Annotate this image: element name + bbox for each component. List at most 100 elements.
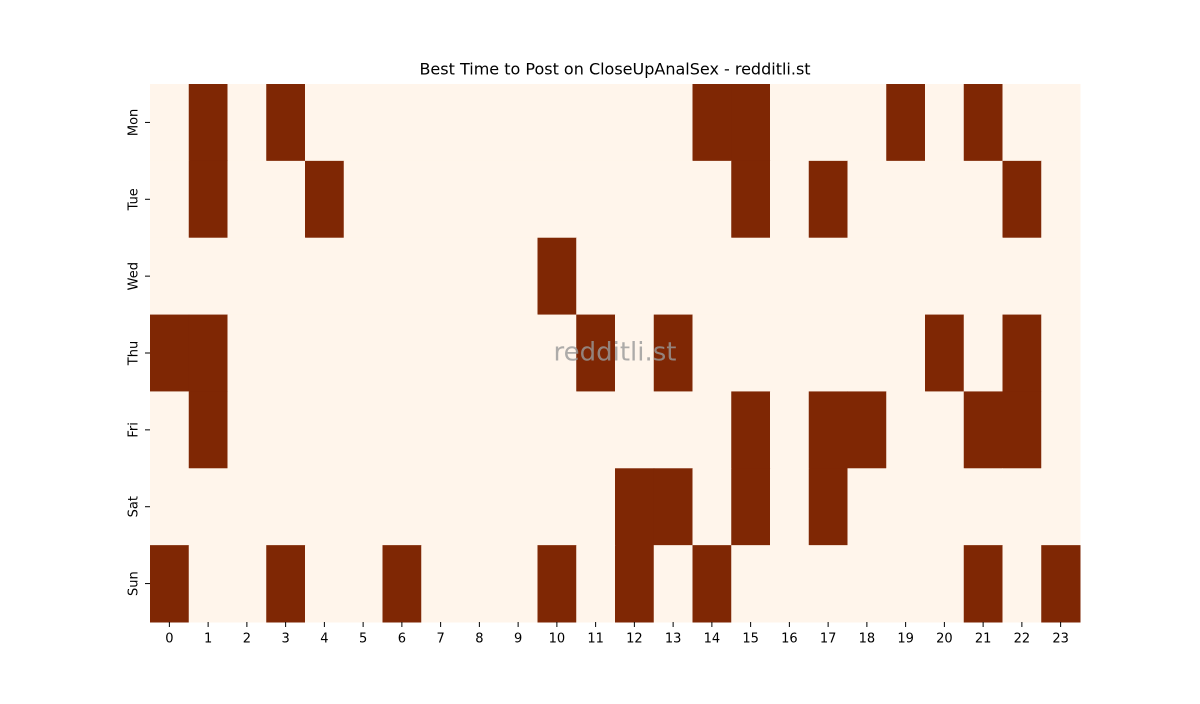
heatmap-cell <box>808 391 848 469</box>
heatmap-cell <box>188 468 228 546</box>
heatmap-cell <box>615 160 655 239</box>
heatmap-cell <box>305 468 345 546</box>
heatmap-cell <box>460 160 500 239</box>
heatmap-cell <box>925 237 965 316</box>
x-tick-label: 21 <box>975 632 992 647</box>
x-tick-label: 17 <box>820 632 837 647</box>
x-tick-label: 10 <box>549 632 566 647</box>
y-tick-label: Mon <box>127 109 142 136</box>
heatmap-cell <box>1041 391 1081 469</box>
heatmap-cell <box>1041 237 1081 316</box>
heatmap-cell <box>1002 391 1042 469</box>
x-tick-label: 22 <box>1014 632 1031 647</box>
heatmap-cell <box>886 237 926 316</box>
heatmap-cell <box>886 545 926 623</box>
heatmap-cell <box>460 468 500 546</box>
heatmap-cell <box>576 237 616 316</box>
x-tick-label: 20 <box>936 632 953 647</box>
heatmap-cell <box>266 391 306 469</box>
heatmap-cell <box>227 84 267 162</box>
heatmap-cell <box>266 237 306 316</box>
heatmap-cell <box>576 160 616 239</box>
heatmap-cell <box>188 160 228 239</box>
heatmap-cell <box>963 391 1003 469</box>
heatmap-cell <box>382 160 422 239</box>
heatmap-cell <box>343 391 383 469</box>
heatmap-cell <box>498 84 538 162</box>
heatmap-cell <box>808 545 848 623</box>
heatmap-cell <box>227 314 267 392</box>
heatmap-cell <box>460 545 500 623</box>
heatmap-cell <box>615 314 655 392</box>
heatmap-cell <box>1002 160 1042 239</box>
heatmap-cell <box>150 160 190 239</box>
y-tick-label: Fri <box>127 422 142 438</box>
heatmap-cell <box>421 391 461 469</box>
heatmap-cell <box>692 84 732 162</box>
heatmap-cell <box>421 160 461 239</box>
heatmap-cell <box>460 314 500 392</box>
watermark: redditli.st <box>554 338 677 368</box>
heatmap-cell <box>847 314 887 392</box>
heatmap-cell <box>382 545 422 623</box>
heatmap-cell <box>305 391 345 469</box>
heatmap-cell <box>576 84 616 162</box>
heatmap-cell <box>692 391 732 469</box>
x-tick-label: 15 <box>742 632 759 647</box>
heatmap-cell <box>576 391 616 469</box>
heatmap-cell <box>770 160 810 239</box>
heatmap-cell <box>770 237 810 316</box>
heatmap-cell <box>305 545 345 623</box>
x-tick-label: 19 <box>897 632 914 647</box>
x-tick-label: 0 <box>165 632 173 647</box>
y-tick-label: Tue <box>127 188 142 211</box>
heatmap-cell <box>266 545 306 623</box>
heatmap-cell <box>343 314 383 392</box>
heatmap-cell <box>305 314 345 392</box>
heatmap-cell <box>692 314 732 392</box>
heatmap-cell <box>382 468 422 546</box>
heatmap-cell <box>150 391 190 469</box>
heatmap-cell <box>653 468 693 546</box>
heatmap-cell <box>382 84 422 162</box>
heatmap-cell <box>615 237 655 316</box>
x-tick-label: 14 <box>704 632 721 647</box>
heatmap-cell <box>266 468 306 546</box>
heatmap-cell <box>1002 314 1042 392</box>
heatmap-cell <box>537 160 577 239</box>
heatmap-cell <box>808 468 848 546</box>
heatmap-cell <box>188 314 228 392</box>
heatmap-cell <box>808 160 848 239</box>
heatmap-cell <box>421 545 461 623</box>
heatmap-cell <box>1041 468 1081 546</box>
heatmap-cell <box>731 468 771 546</box>
heatmap-cell <box>498 545 538 623</box>
heatmap-cell <box>731 160 771 239</box>
heatmap-cell <box>537 314 577 392</box>
heatmap-cell <box>343 545 383 623</box>
y-tick-label: Thu <box>127 341 142 366</box>
heatmap-cell <box>498 314 538 392</box>
x-tick-label: 1 <box>204 632 212 647</box>
heatmap-cell <box>808 84 848 162</box>
x-tick-label: 7 <box>436 632 444 647</box>
heatmap-cell <box>150 314 190 392</box>
heatmap-cell <box>963 468 1003 546</box>
heatmap-cell <box>692 160 732 239</box>
x-tick-label: 8 <box>475 632 483 647</box>
heatmap-cell <box>421 237 461 316</box>
x-tick-label: 5 <box>359 632 367 647</box>
heatmap-cell <box>963 84 1003 162</box>
heatmap-cell <box>731 84 771 162</box>
heatmap-cell <box>1002 545 1042 623</box>
heatmap-cell <box>421 314 461 392</box>
heatmap-cell <box>770 545 810 623</box>
heatmap-cell <box>227 545 267 623</box>
heatmap-cell <box>1002 84 1042 162</box>
x-tick-label: 3 <box>281 632 289 647</box>
heatmap-cell <box>343 468 383 546</box>
x-tick-label: 6 <box>398 632 406 647</box>
heatmap-cell <box>963 160 1003 239</box>
heatmap-cell <box>653 160 693 239</box>
heatmap-cell <box>615 545 655 623</box>
